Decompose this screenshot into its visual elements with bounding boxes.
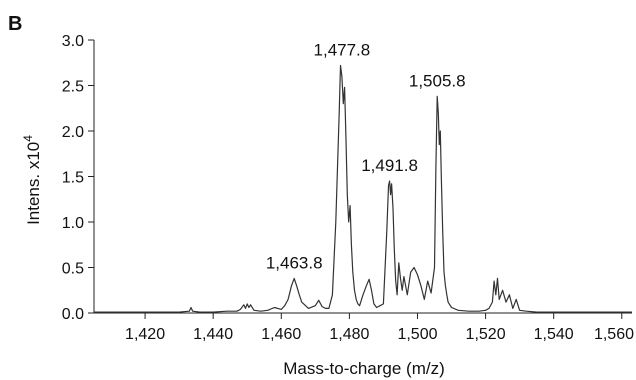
peak-label: 1,505.8	[409, 71, 466, 90]
y-axis-label: Intens. x104	[21, 135, 43, 225]
x-tick-label: 1,540	[534, 326, 574, 343]
x-tick-label: 1,440	[193, 326, 233, 343]
x-tick-label: 1,500	[397, 326, 437, 343]
peak-label: 1,463.8	[266, 253, 323, 272]
x-axis: 1,420 1,440 1,460 1,480 1,500 1,520 1,540 1,560	[94, 312, 634, 343]
y-axis-label-exponent: 4	[21, 135, 35, 142]
y-tick-label: 2.0	[62, 124, 84, 141]
peak-label: 1,477.8	[314, 40, 371, 59]
x-tick-label: 1,520	[466, 326, 506, 343]
x-tick-label: 1,460	[261, 326, 301, 343]
y-tick-label: 0.0	[62, 306, 84, 323]
x-tick-label: 1,420	[125, 326, 165, 343]
panel-label: B	[8, 13, 22, 35]
y-tick-label: 1.5	[62, 170, 84, 187]
x-tick-label: 1,480	[329, 326, 369, 343]
y-axis-label-text: Intens. x10	[24, 142, 43, 225]
y-tick-label: 0.5	[62, 261, 84, 278]
spectrum-line	[94, 64, 632, 313]
plot-area	[94, 64, 632, 313]
x-axis-label: Mass-to-charge (m/z)	[283, 359, 445, 378]
y-tick-label: 1.0	[62, 215, 84, 232]
peak-labels: 1,463.8 1,477.8 1,491.8 1,505.8	[266, 40, 466, 272]
y-axis: 0.0 0.5 1.0 1.5 2.0 2.5 3.0	[62, 33, 95, 323]
y-tick-label: 2.5	[62, 79, 84, 96]
x-tick-label: 1,560	[594, 326, 634, 343]
peak-label: 1,491.8	[361, 156, 418, 175]
y-tick-label: 3.0	[62, 33, 84, 50]
